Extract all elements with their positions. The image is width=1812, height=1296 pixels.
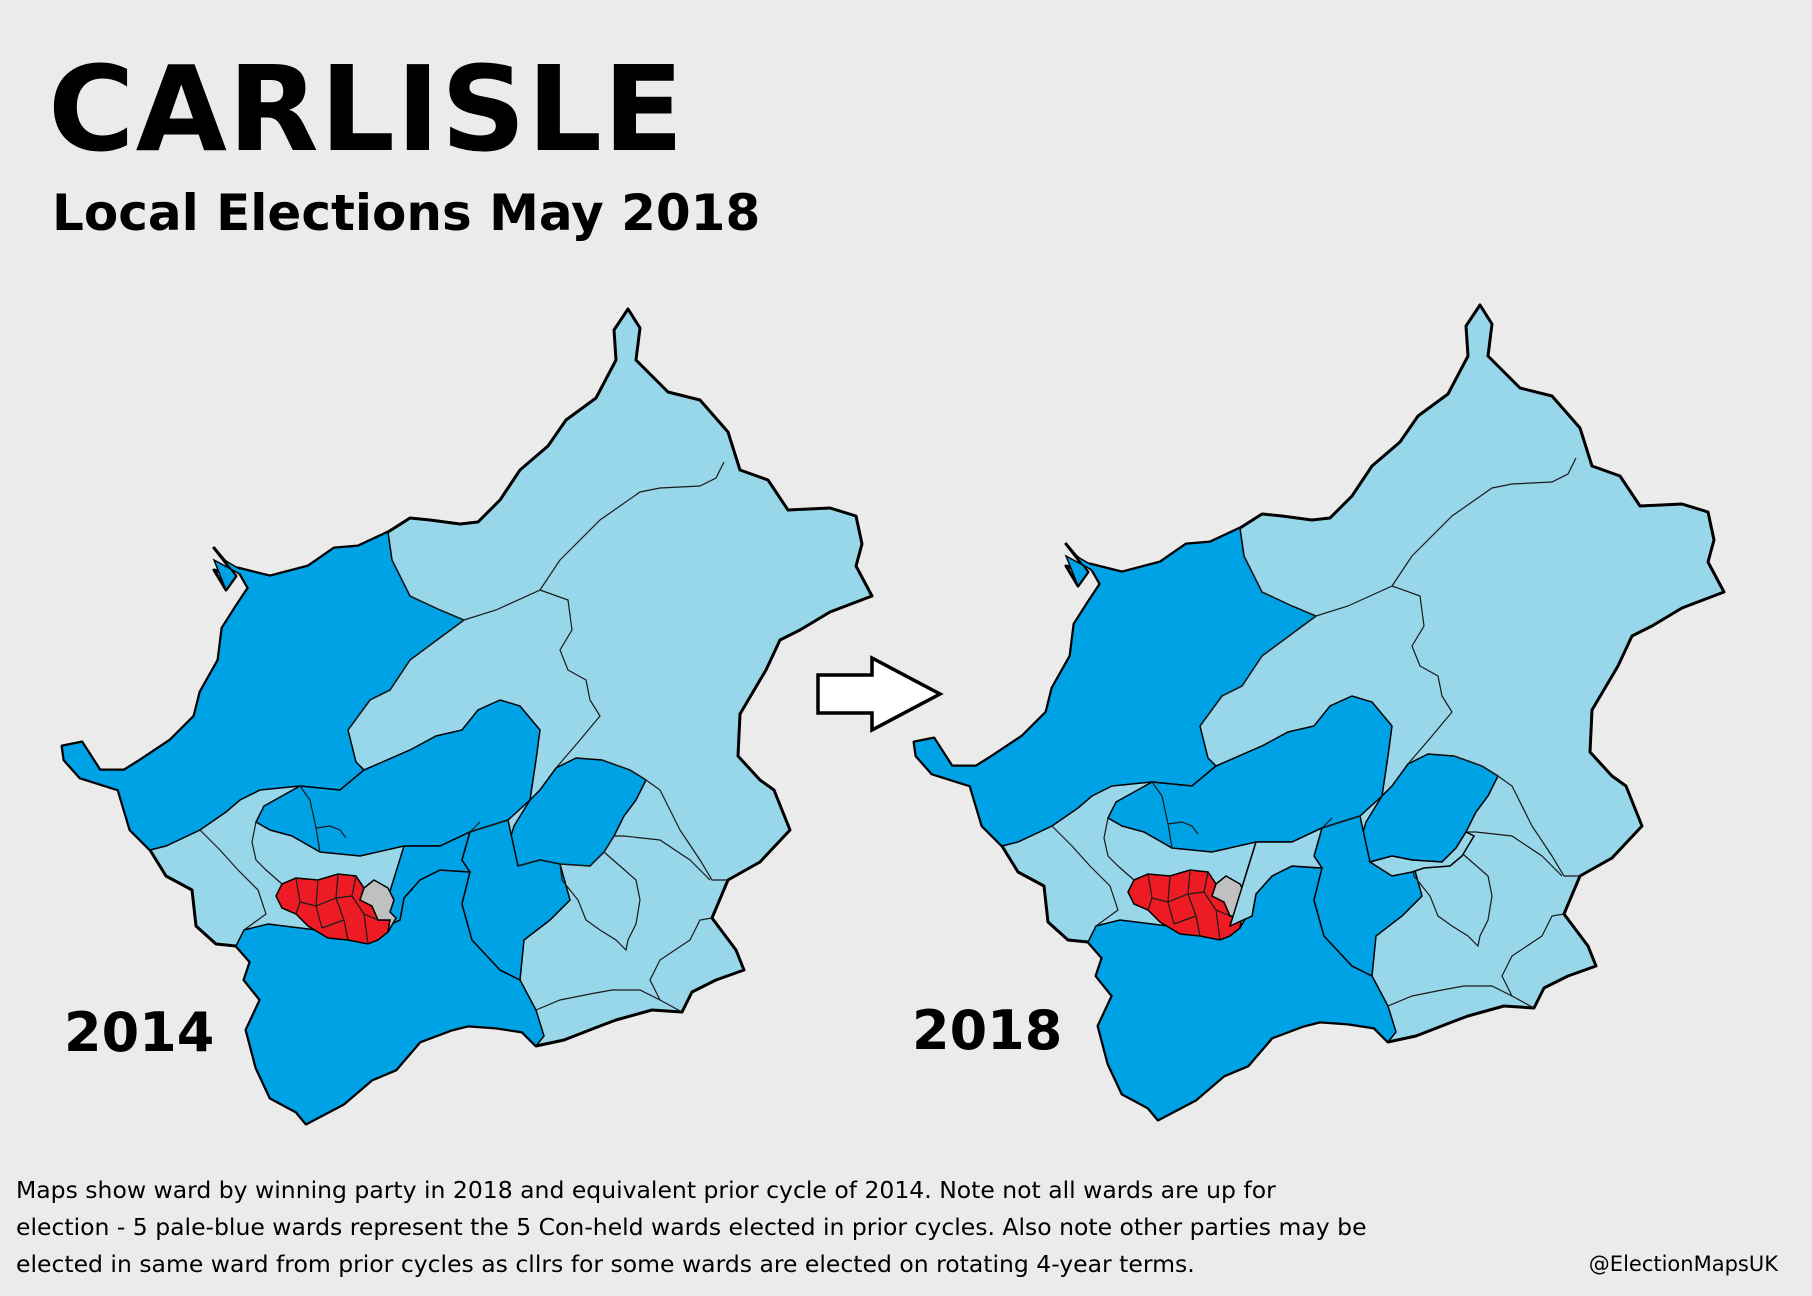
footnote-line: election - 5 pale-blue wards represent t… [16,1213,1367,1241]
credit-handle: @ElectionMapsUK [1588,1252,1778,1276]
ward-2018-change-b [1368,831,1476,877]
map-year-label-2014: 2014 [64,1001,215,1064]
map-2018 [912,303,1726,1122]
right-arrow-icon [816,655,944,733]
footnote-line: Maps show ward by winning party in 2018 … [16,1176,1276,1204]
ward-2018-change-a [1228,826,1324,928]
footnote: Maps show ward by winning party in 2018 … [16,1172,1396,1283]
map-year-label-2018: 2018 [912,999,1063,1062]
page-title: CARLISLE [48,40,685,178]
footnote-line: elected in same ward from prior cycles a… [16,1250,1195,1278]
page-subtitle: Local Elections May 2018 [52,184,761,242]
